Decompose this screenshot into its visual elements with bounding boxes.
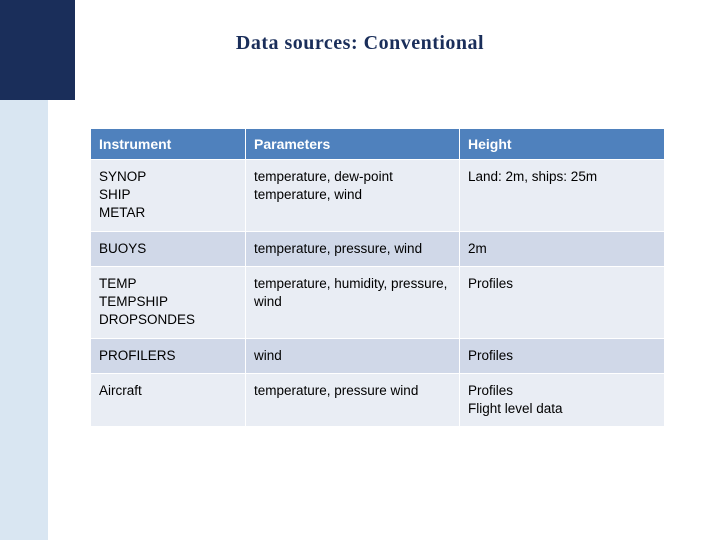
data-table-container: Instrument Parameters Height SYNOPSHIPME… bbox=[90, 128, 664, 427]
page-title: Data sources: Conventional bbox=[0, 32, 720, 55]
table-header-row: Instrument Parameters Height bbox=[91, 129, 665, 160]
cell-instrument: BUOYS bbox=[91, 231, 246, 266]
col-header-instrument: Instrument bbox=[91, 129, 246, 160]
cell-instrument: PROFILERS bbox=[91, 338, 246, 373]
table-row: Aircraft temperature, pressure wind Prof… bbox=[91, 373, 665, 426]
cell-parameters: temperature, pressure, wind bbox=[246, 231, 460, 266]
side-accent bbox=[0, 100, 48, 540]
cell-parameters: temperature, pressure wind bbox=[246, 373, 460, 426]
cell-height: 2m bbox=[460, 231, 665, 266]
cell-instrument: SYNOPSHIPMETAR bbox=[91, 160, 246, 232]
cell-height: ProfilesFlight level data bbox=[460, 373, 665, 426]
data-table: Instrument Parameters Height SYNOPSHIPME… bbox=[90, 128, 665, 427]
cell-instrument: TEMPTEMPSHIPDROPSONDES bbox=[91, 266, 246, 338]
cell-parameters: temperature, humidity, pressure, wind bbox=[246, 266, 460, 338]
table-row: PROFILERS wind Profiles bbox=[91, 338, 665, 373]
cell-parameters: temperature, dew-point temperature, wind bbox=[246, 160, 460, 232]
table-row: TEMPTEMPSHIPDROPSONDES temperature, humi… bbox=[91, 266, 665, 338]
cell-height: Profiles bbox=[460, 266, 665, 338]
cell-parameters: wind bbox=[246, 338, 460, 373]
table-row: SYNOPSHIPMETAR temperature, dew-point te… bbox=[91, 160, 665, 232]
cell-height: Profiles bbox=[460, 338, 665, 373]
table-row: BUOYS temperature, pressure, wind 2m bbox=[91, 231, 665, 266]
col-header-parameters: Parameters bbox=[246, 129, 460, 160]
cell-instrument: Aircraft bbox=[91, 373, 246, 426]
col-header-height: Height bbox=[460, 129, 665, 160]
cell-height: Land: 2m, ships: 25m bbox=[460, 160, 665, 232]
